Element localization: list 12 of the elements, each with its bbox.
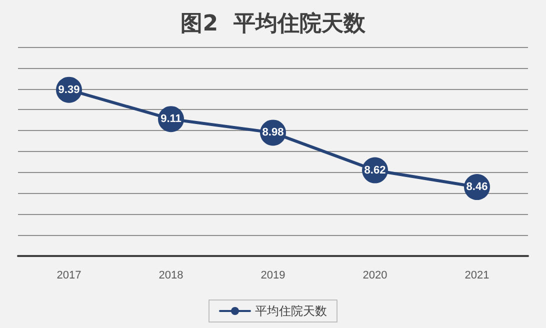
- x-tick-label: 2021: [464, 270, 490, 282]
- data-label: 9.39: [58, 84, 80, 96]
- data-label: 8.98: [262, 126, 284, 139]
- x-tick-label: 2019: [260, 270, 286, 282]
- data-label: 8.46: [466, 181, 488, 194]
- x-tick-label: 2018: [158, 270, 184, 282]
- data-label: 9.11: [160, 113, 182, 126]
- chart-title: 图2 平均住院天数: [180, 12, 366, 36]
- legend-label: 平均住院天数: [255, 304, 327, 318]
- data-label: 8.62: [364, 164, 386, 176]
- x-tick-label: 2017: [56, 270, 82, 282]
- x-tick-label: 2020: [362, 270, 388, 282]
